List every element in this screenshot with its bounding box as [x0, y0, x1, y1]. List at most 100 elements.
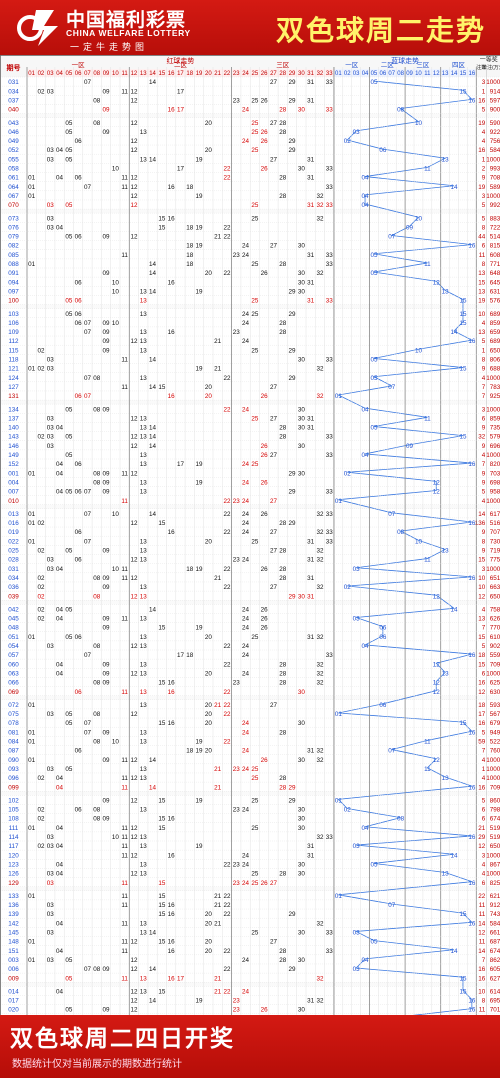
red-ball-number: 25 [251, 775, 259, 782]
red-ball-number: 32 [316, 548, 324, 555]
period-cell: 075 [8, 711, 19, 718]
red-ball-number: 12 [130, 797, 138, 804]
red-ball-number: 29 [289, 489, 297, 496]
red-ball-number: 26 [261, 129, 269, 136]
prize-amount-cell: 825 [490, 880, 500, 887]
red-ball-number: 26 [261, 606, 269, 613]
red-ball-number: 02 [37, 347, 45, 354]
red-number-header: 22 [224, 71, 231, 77]
red-ball-number: 12 [130, 138, 138, 145]
red-ball-number: 02 [37, 366, 45, 373]
red-ball-number: 01 [28, 893, 36, 900]
red-ball-number: 01 [28, 957, 36, 964]
red-ball-number: 28 [279, 434, 287, 441]
red-ball-number: 18 [186, 748, 194, 755]
period-cell: 118 [8, 357, 19, 364]
prize-count-cell: 32 [478, 434, 486, 441]
red-ball-number: 32 [316, 215, 324, 222]
red-ball-number: 30 [298, 270, 306, 277]
prize-count-cell: 15 [478, 634, 486, 641]
red-ball-number: 16 [168, 529, 176, 536]
red-ball-number: 11 [121, 252, 128, 259]
red-ball-number: 28 [279, 329, 287, 336]
prize-amount-cell: 516 [490, 520, 500, 527]
prize-amount-cell: 859 [490, 415, 500, 422]
prize-count-cell: 8 [482, 261, 486, 268]
period-cell: 139 [8, 911, 19, 918]
red-ball-number: 29 [289, 375, 297, 382]
red-ball-number: 12 [130, 338, 138, 345]
red-ball-number: 08 [93, 807, 101, 814]
red-ball-number: 22 [223, 902, 231, 909]
blue-number-header: 09 [406, 71, 413, 77]
red-ball-number: 31 [307, 538, 315, 545]
period-cell: 014 [8, 988, 19, 995]
red-ball-number: 22 [223, 166, 231, 173]
red-ball-number: 20 [205, 538, 213, 545]
prize-count-cell: 5 [482, 202, 486, 209]
red-ball-number: 32 [316, 920, 324, 927]
blue-ball-number: 04 [362, 175, 370, 182]
prize-amount-cell: 770 [490, 625, 500, 632]
red-ball-number: 33 [326, 529, 334, 536]
prize-amount-cell: 663 [490, 584, 500, 591]
blue-ball-number: 16 [468, 575, 476, 582]
red-ball-number: 16 [168, 911, 176, 918]
red-ball-number: 13 [140, 329, 148, 336]
blue-ball-number: 16 [468, 338, 476, 345]
red-ball-number: 22 [223, 643, 231, 650]
red-ball-number: 13 [140, 689, 148, 696]
red-ball-number: 11 [121, 948, 128, 955]
prize-count-cell: 16 [478, 97, 486, 104]
red-ball-number: 11 [121, 880, 128, 887]
red-ball-number: 02 [37, 434, 45, 441]
period-cell: 060 [8, 661, 19, 668]
red-ball-number: 21 [214, 975, 222, 982]
red-ball-number: 01 [28, 261, 36, 268]
red-ball-number: 22 [223, 566, 231, 573]
red-ball-number: 15 [158, 880, 166, 887]
red-ball-number: 01 [28, 757, 36, 764]
period-cell: 037 [8, 97, 19, 104]
red-ball-number: 24 [242, 807, 250, 814]
period-cell: 105 [8, 807, 19, 814]
red-ball-number: 04 [56, 566, 64, 573]
red-ball-number: 32 [316, 998, 324, 1005]
prize-count-cell: 7 [482, 384, 486, 391]
prize-count-cell: 11 [479, 911, 486, 918]
red-ball-number: 04 [56, 861, 64, 868]
red-ball-number: 08 [93, 470, 101, 477]
blue-ball-number: 12 [433, 757, 441, 764]
red-ball-number: 03 [47, 215, 55, 222]
red-ball-number: 03 [47, 366, 55, 373]
red-ball-number: 11 [121, 775, 128, 782]
prize-count-cell: 16 [478, 966, 486, 973]
red-ball-number: 21 [214, 920, 222, 927]
red-ball-number: 02 [37, 775, 45, 782]
red-ball-number: 13 [140, 489, 148, 496]
red-ball-number: 13 [140, 347, 148, 354]
blue-ball-number: 01 [335, 498, 343, 505]
red-ball-number: 13 [140, 807, 148, 814]
red-ball-number: 29 [289, 311, 297, 318]
red-ball-number: 07 [84, 966, 92, 973]
prize-amount-cell: 687 [490, 939, 500, 946]
prize-amount-cell: 661 [490, 930, 500, 937]
blue-ball-number: 15 [459, 320, 467, 327]
red-ball-number: 24 [242, 670, 250, 677]
red-ball-number: 06 [75, 529, 83, 536]
red-ball-number: 28 [279, 957, 287, 964]
prize-count-cell: 7 [482, 748, 486, 755]
prize-amount-cell: 559 [490, 652, 500, 659]
red-ball-number: 33 [326, 930, 334, 937]
red-ball-number: 06 [75, 634, 83, 641]
red-ball-number: 26 [261, 511, 269, 518]
red-ball-number: 11 [121, 825, 128, 832]
red-ball-number: 04 [56, 425, 64, 432]
red-ball-number: 06 [75, 311, 83, 318]
period-cell: 099 [8, 784, 19, 791]
period-cell: 084 [8, 739, 19, 746]
welfare-lottery-logo-icon [17, 10, 58, 46]
prize-count-cell: 19 [478, 298, 486, 305]
period-cell: 109 [8, 329, 19, 336]
